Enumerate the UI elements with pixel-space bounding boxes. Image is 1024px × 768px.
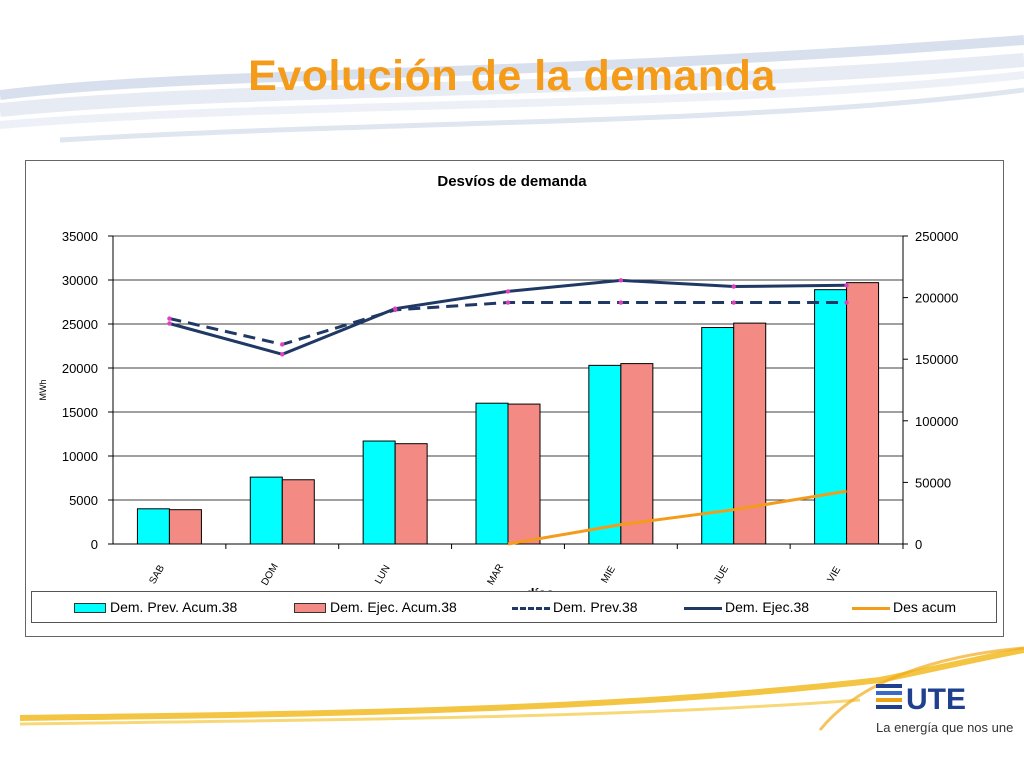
- x-tick-label: DOM: [260, 562, 281, 588]
- point-dem-ejec-38: [167, 321, 172, 326]
- x-tick-label: JUE: [712, 564, 731, 586]
- chart-legend: Dem. Prev. Acum.38 Dem. Ejec. Acum.38 De…: [31, 591, 997, 623]
- point-dem-ejec-38: [505, 289, 511, 294]
- bar-ejec-acum: [394, 443, 428, 545]
- x-tick-label: LUN: [373, 563, 393, 586]
- y-left-tick-label: 20000: [62, 361, 98, 376]
- bar-prev-acum: [701, 327, 735, 545]
- y-right-tick-label: 200000: [915, 291, 958, 306]
- point-dem-ejec-38: [731, 284, 736, 289]
- bar-prev-acum: [136, 508, 170, 545]
- point-dem-ejec-38: [618, 278, 624, 283]
- point-dem-prev-38: [505, 300, 511, 305]
- bar-ejec-acum: [620, 363, 654, 545]
- bar-prev-acum: [814, 289, 848, 545]
- legend-item-ejec: Dem. Ejec.38: [684, 599, 809, 615]
- point-dem-ejec-38: [844, 283, 849, 288]
- bar-ejec-acum: [846, 282, 880, 545]
- legend-swatch-prev: [512, 606, 550, 610]
- point-dem-prev-38: [167, 316, 172, 321]
- bar-ejec-acum: [733, 322, 767, 545]
- legend-item-prev: Dem. Prev.38: [512, 599, 638, 615]
- logo-wordmark: UTE: [906, 683, 966, 716]
- point-dem-prev-38: [731, 300, 736, 305]
- point-dem-ejec-38: [392, 306, 398, 311]
- y-left-tick-label: 5000: [69, 493, 98, 508]
- ute-logo: UTE: [876, 683, 966, 716]
- point-dem-ejec-38: [280, 352, 285, 357]
- y-right-tick-label: 150000: [915, 352, 958, 367]
- legend-swatch-des-acum: [852, 606, 890, 610]
- legend-swatch-ejec: [684, 606, 722, 610]
- legend-swatch-ejec-acum: [294, 603, 326, 614]
- y-left-tick-label: 10000: [62, 449, 98, 464]
- y-right-tick-label: 0: [915, 537, 922, 552]
- legend-item-prev-acum: Dem. Prev. Acum.38: [74, 599, 237, 615]
- legend-label-ejec-acum: Dem. Ejec. Acum.38: [330, 599, 457, 615]
- bar-ejec-acum: [507, 403, 541, 545]
- x-tick-label: MIE: [599, 564, 618, 585]
- y-axis-label: MWh: [38, 380, 48, 401]
- bar-prev-acum: [362, 440, 396, 545]
- legend-item-ejec-acum: Dem. Ejec. Acum.38: [294, 599, 457, 615]
- bar-prev-acum: [249, 476, 283, 545]
- y-left-tick-label: 35000: [62, 229, 98, 244]
- bar-prev-acum: [588, 364, 622, 545]
- point-dem-prev-38: [844, 300, 849, 305]
- header-swoosh: [0, 35, 1024, 143]
- y-left-tick-label: 15000: [62, 405, 98, 420]
- point-dem-prev-38: [280, 342, 285, 347]
- legend-label-ejec: Dem. Ejec.38: [725, 599, 810, 615]
- x-tick-label: MAR: [486, 562, 507, 587]
- footer-swoosh: [19, 646, 1024, 731]
- bar-ejec-acum: [281, 479, 315, 545]
- y-left-tick-label: 0: [91, 537, 98, 552]
- bar-ejec-acum: [168, 509, 202, 545]
- y-left-tick-label: 30000: [62, 273, 98, 288]
- bar-prev-acum: [475, 402, 509, 545]
- x-tick-label: SAB: [147, 563, 167, 586]
- slide-title: Evolución de la demanda: [248, 52, 776, 100]
- y-left-tick-label: 25000: [62, 317, 98, 332]
- x-tick-label: VIE: [826, 565, 844, 585]
- legend-item-des-acum: Des acum: [852, 599, 956, 615]
- legend-swatch-prev-acum: [74, 603, 106, 614]
- line-des-acum: [507, 489, 847, 546]
- legend-label-prev-acum: Dem. Prev. Acum.38: [110, 599, 238, 615]
- chart-title: Desvíos de demanda: [437, 173, 587, 190]
- legend-label-des-acum: Des acum: [893, 599, 957, 615]
- y-right-tick-label: 250000: [915, 229, 958, 244]
- y-right-tick-label: 50000: [915, 475, 951, 490]
- point-dem-prev-38: [618, 300, 624, 305]
- legend-label-prev: Dem. Prev.38: [553, 599, 638, 615]
- y-right-tick-label: 100000: [915, 414, 958, 429]
- logo-tagline: La energía que nos une: [876, 720, 1014, 735]
